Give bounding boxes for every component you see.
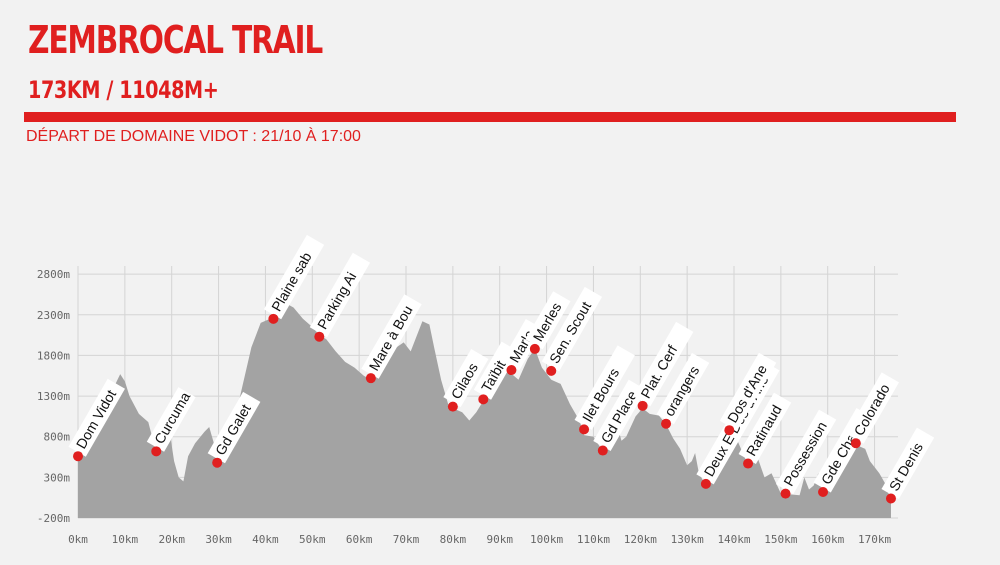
race-distance-elevation: 173KM / 11048M+ [28,76,219,104]
checkpoint-marker [151,446,162,457]
y-tick-label: -200m [37,512,70,525]
checkpoint-marker [212,457,223,468]
checkpoint-label-bg [309,252,371,338]
x-tick-label: 50km [299,533,326,546]
x-tick-label: 150km [764,533,797,546]
checkpoint-label: Plaine sab [268,249,315,314]
x-tick-label: 20km [158,533,185,546]
checkpoint-marker [73,451,83,462]
y-tick-label: 1300m [37,390,70,403]
checkpoint-marker [661,418,672,429]
checkpoint-label-tag: Parking Ai [309,252,371,338]
checkpoint-marker [885,493,896,504]
checkpoint-marker [365,373,376,384]
checkpoint-label-bg [541,286,603,372]
x-tick-label: 30km [205,533,232,546]
checkpoint-label-bg [146,387,196,452]
y-tick-label: 2300m [37,309,70,322]
x-tick-label: 40km [252,533,279,546]
checkpoint-label-bg [574,345,635,430]
x-tick-label: 90km [486,533,513,546]
checkpoint-marker [506,365,517,376]
x-tick-label: 0km [68,533,88,546]
checkpoint-label-bg [263,234,325,320]
x-tick-label: 130km [671,533,704,546]
checkpoint-marker [314,331,325,342]
checkpoint-marker [780,488,791,499]
checkpoint-label-bg [846,372,899,444]
x-tick-label: 70km [393,533,420,546]
checkpoint-label-bg [207,391,261,464]
checkpoint-label-bg [775,409,837,495]
x-tick-label: 10km [112,533,139,546]
checkpoint-marker [724,425,735,436]
checkpoint-marker [743,458,754,469]
checkpoint-label-bg [361,294,422,379]
page-title: ZEMBROCAL TRAIL [28,18,323,62]
checkpoint-marker [268,313,279,324]
checkpoint-label-tag: Colorado [846,372,899,444]
checkpoint-marker [850,438,861,449]
x-tick-label: 170km [858,533,891,546]
checkpoint-label-bg [719,352,777,431]
y-tick-label: 2800m [37,268,70,281]
x-tick-label: 100km [530,533,563,546]
y-tick-label: 800m [44,431,71,444]
checkpoint-label-bg [593,379,646,451]
y-tick-label: 300m [44,471,71,484]
checkpoint-marker [597,445,608,456]
checkpoint-label-bg [738,392,792,464]
elevation-area [78,305,891,518]
checkpoint-label: Parking Ai [314,269,359,332]
checkpoint-label-tag: Plaine sab [263,234,325,320]
checkpoint-label-bg [525,291,571,350]
checkpoint-marker [529,343,540,354]
y-tick-label: 1800m [37,349,70,362]
checkpoint-marker [818,486,829,497]
checkpoint-label-bg [656,352,710,425]
x-tick-label: 80km [440,533,467,546]
checkpoint-label-bg [881,427,935,499]
x-tick-label: 110km [577,533,610,546]
start-info: DÉPART DE DOMAINE VIDOT : 21/10 À 17:00 [26,128,361,145]
checkpoint-label-bg [633,321,694,407]
checkpoint-marker [447,401,458,412]
header-divider [24,112,956,122]
checkpoint-label-bg [443,348,489,408]
checkpoint-label-tag: St Denis [881,427,935,499]
x-tick-label: 140km [717,533,750,546]
x-tick-label: 60km [346,533,373,546]
checkpoint-marker [546,365,557,376]
x-tick-label: 160km [811,533,844,546]
x-tick-label: 120km [624,533,657,546]
checkpoint-marker [579,424,590,435]
checkpoint-marker [478,394,489,405]
checkpoint-label-bg [68,378,125,457]
checkpoint-marker [700,478,711,489]
checkpoint-marker [637,400,648,411]
